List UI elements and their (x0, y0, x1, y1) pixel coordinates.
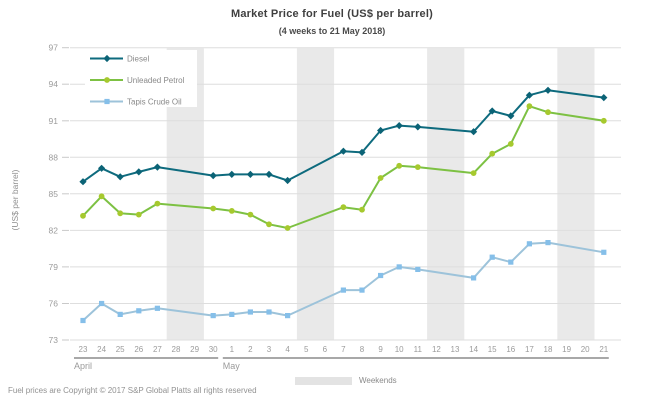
svg-text:6: 6 (323, 345, 328, 354)
svg-text:94: 94 (49, 79, 59, 89)
series-legend: Diesel Unleaded Petrol Tapis Crude Oil (85, 50, 197, 107)
svg-text:2: 2 (248, 345, 253, 354)
svg-text:Unleaded Petrol: Unleaded Petrol (127, 76, 185, 85)
svg-text:20: 20 (581, 345, 590, 354)
copyright-note: Fuel prices are Copyright © 2017 S&P Glo… (8, 386, 257, 395)
weekend-legend-label: Weekends (359, 376, 397, 385)
svg-text:Tapis Crude Oil: Tapis Crude Oil (127, 97, 182, 106)
svg-text:19: 19 (562, 345, 571, 354)
svg-text:8: 8 (360, 345, 365, 354)
svg-text:27: 27 (153, 345, 162, 354)
svg-text:15: 15 (488, 345, 497, 354)
svg-text:23: 23 (79, 345, 88, 354)
svg-text:May: May (223, 361, 241, 371)
weekend-legend: Weekends (295, 376, 397, 385)
svg-text:21: 21 (599, 345, 608, 354)
weekend-swatch (295, 376, 352, 385)
svg-text:7: 7 (341, 345, 346, 354)
svg-text:5: 5 (304, 345, 309, 354)
chart-subtitle: (4 weeks to 21 May 2018) (278, 26, 386, 36)
x-axis-day-labels: 23 24 25 26 27 28 29 30 1 2 3 4 5 6 7 8 9 10 11 12 13 14 15 16 1… (79, 345, 609, 354)
svg-text:18: 18 (544, 345, 553, 354)
series-diesel (79, 86, 608, 186)
x-axis-month-labels: April May (74, 357, 609, 371)
svg-text:79: 79 (49, 262, 59, 272)
svg-text:73: 73 (49, 335, 59, 345)
series-unleaded-petrol (80, 103, 607, 231)
svg-text:85: 85 (49, 189, 59, 199)
svg-text:25: 25 (116, 345, 125, 354)
svg-text:24: 24 (97, 345, 106, 354)
svg-text:91: 91 (49, 116, 59, 126)
svg-text:April: April (74, 361, 92, 371)
svg-text:88: 88 (49, 152, 59, 162)
svg-text:29: 29 (190, 345, 199, 354)
svg-text:12: 12 (432, 345, 441, 354)
svg-text:1: 1 (230, 345, 235, 354)
svg-text:4: 4 (285, 345, 290, 354)
svg-text:30: 30 (209, 345, 218, 354)
svg-text:17: 17 (525, 345, 534, 354)
svg-text:10: 10 (395, 345, 404, 354)
svg-text:97: 97 (49, 43, 59, 53)
svg-text:3: 3 (267, 345, 272, 354)
series-tapis-crude-oil (80, 240, 607, 324)
svg-text:11: 11 (414, 345, 423, 354)
svg-text:13: 13 (451, 345, 460, 354)
svg-text:Diesel: Diesel (127, 54, 149, 63)
svg-text:82: 82 (49, 225, 59, 235)
svg-text:76: 76 (49, 299, 59, 309)
svg-text:26: 26 (134, 345, 143, 354)
chart-title: Market Price for Fuel (US$ per barrel) (231, 8, 433, 20)
svg-text:9: 9 (378, 345, 383, 354)
svg-text:28: 28 (172, 345, 181, 354)
svg-text:14: 14 (469, 345, 478, 354)
svg-text:16: 16 (506, 345, 515, 354)
